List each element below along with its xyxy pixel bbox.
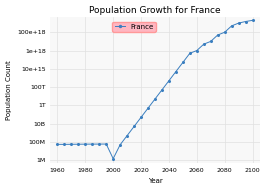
France — [195, 49, 198, 52]
France — [84, 143, 87, 145]
France — [105, 143, 108, 145]
France — [70, 143, 73, 145]
France — [230, 25, 233, 27]
France — [91, 143, 94, 145]
France — [98, 143, 101, 145]
Y-axis label: Population Count: Population Count — [6, 60, 11, 120]
France — [139, 116, 143, 118]
Title: Population Growth for France: Population Growth for France — [89, 6, 221, 15]
France — [56, 143, 59, 146]
France — [146, 107, 149, 109]
France — [132, 125, 136, 128]
France — [126, 135, 129, 137]
France — [251, 19, 254, 21]
France — [160, 89, 164, 91]
France — [111, 158, 115, 160]
France — [209, 40, 212, 43]
France — [119, 144, 122, 146]
France — [188, 52, 192, 55]
France — [237, 22, 240, 24]
France — [223, 31, 226, 33]
France — [181, 61, 184, 64]
France — [216, 34, 219, 36]
France — [77, 143, 80, 145]
France — [174, 70, 177, 73]
France — [244, 20, 247, 23]
France — [63, 143, 66, 146]
France — [153, 98, 157, 100]
France — [202, 43, 205, 45]
X-axis label: Year: Year — [148, 178, 162, 184]
France — [167, 80, 171, 82]
Line: France: France — [57, 20, 253, 159]
Legend: France: France — [113, 22, 156, 32]
